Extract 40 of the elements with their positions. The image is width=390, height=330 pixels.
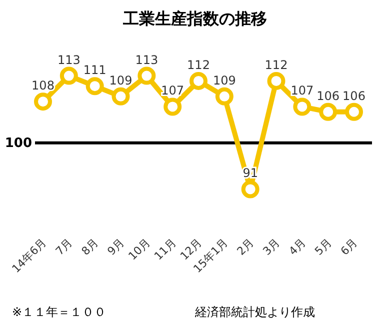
data-label: 113 <box>135 52 158 67</box>
point <box>215 87 234 106</box>
data-label: 108 <box>32 78 54 93</box>
point <box>293 98 312 116</box>
point <box>112 87 130 106</box>
chart-title: 工業生産指数の推移 <box>122 9 267 28</box>
x-tick-label: 9月 <box>104 236 127 258</box>
x-tick-label: 14年6月 <box>10 236 50 276</box>
text: 経済部統計処より作成 <box>194 305 315 319</box>
data-label: 106 <box>316 88 340 103</box>
x-tick-label: 2月 <box>234 236 256 258</box>
point <box>60 66 78 85</box>
ref-line-label: 100 <box>4 136 32 151</box>
point <box>319 102 338 121</box>
point <box>267 72 286 90</box>
point <box>241 180 260 198</box>
x-tick-label: 4月 <box>286 236 308 258</box>
x-tick-label: 3月 <box>260 236 282 258</box>
data-label: 107 <box>161 84 184 98</box>
data-label: 111 <box>83 63 106 78</box>
text: ※１１年＝１００ <box>12 305 106 319</box>
data-label: 113 <box>57 52 80 67</box>
point <box>190 72 208 90</box>
x-tick-label: 6月 <box>338 236 360 258</box>
data-label: 112 <box>187 58 210 72</box>
data-label: 106 <box>342 88 366 103</box>
data-label: 109 <box>109 73 132 88</box>
x-tick-label: 10月 <box>126 236 153 263</box>
x-tick-label: 7月 <box>53 236 76 258</box>
data-label: 109 <box>212 73 236 88</box>
x-tick-label: 8月 <box>79 236 101 258</box>
data-label: 112 <box>264 58 288 72</box>
point <box>34 92 52 111</box>
data-label: 107 <box>290 84 314 98</box>
point <box>345 102 363 121</box>
point <box>164 98 182 116</box>
point <box>138 66 156 85</box>
point <box>86 77 104 96</box>
x-tick-label: 11月 <box>152 236 179 263</box>
x-tick-label: 5月 <box>312 236 334 258</box>
